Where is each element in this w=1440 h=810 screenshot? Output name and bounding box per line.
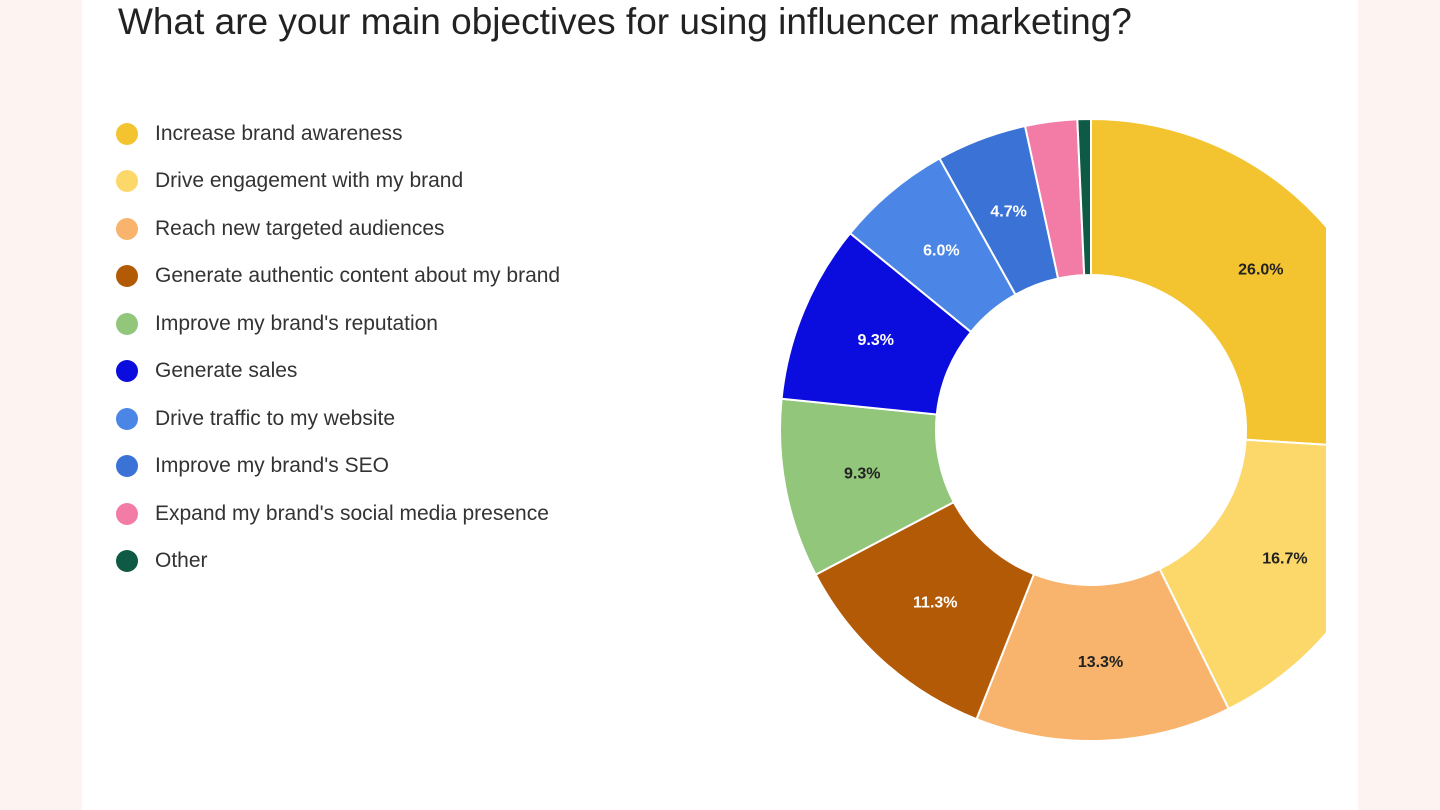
legend-label: Generate sales: [155, 359, 298, 383]
legend-item: Expand my brand's social media presence: [116, 490, 560, 538]
legend-swatch: [116, 407, 138, 430]
slice-data-label: 26.0%: [1238, 262, 1283, 279]
donut-chart-svg: 26.0% 16.7% 13.3% 11.3% 9.3% 9.3% 6.0% 4.7%: [779, 117, 1326, 742]
slice-data-label: 13.3%: [1078, 654, 1123, 671]
legend-item: Other: [116, 538, 560, 586]
legend-label: Improve my brand's reputation: [155, 311, 438, 335]
slice-data-label: 16.7%: [1262, 550, 1307, 567]
legend-item: Generate sales: [116, 348, 560, 396]
slice-data-label: 9.3%: [844, 466, 880, 483]
legend-item: Generate authentic content about my bran…: [116, 253, 560, 301]
chart-title: What are your main objectives for using …: [118, 1, 1132, 42]
slice-data-label: 11.3%: [913, 595, 957, 612]
legend-item: Drive engagement with my brand: [116, 158, 560, 206]
legend-item: Improve my brand's reputation: [116, 300, 560, 348]
legend-swatch: [116, 455, 138, 478]
slice-data-label: 6.0%: [923, 243, 959, 260]
legend-swatch: [116, 502, 138, 525]
slice-data-label: 4.7%: [990, 203, 1026, 220]
donut-slice: [975, 567, 1231, 742]
donut-slice: [814, 500, 1036, 721]
slice-data-label: 9.3%: [858, 332, 894, 349]
legend-swatch: [116, 312, 138, 335]
donut-slice: [1090, 117, 1326, 446]
legend-swatch: [116, 122, 138, 145]
legend-label: Drive traffic to my website: [155, 406, 396, 430]
legend-label: Expand my brand's social media presence: [155, 501, 549, 525]
legend-label: Generate authentic content about my bran…: [155, 264, 561, 288]
legend-item: Improve my brand's SEO: [116, 443, 560, 491]
legend-label: Reach new targeted audiences: [155, 216, 445, 240]
legend-swatch: [116, 217, 138, 240]
legend-item: Increase brand awareness: [116, 110, 560, 158]
donut-slice: [1076, 117, 1092, 277]
legend-swatch: [116, 360, 138, 383]
legend-swatch: [116, 265, 138, 288]
donut-chart: 26.0% 16.7% 13.3% 11.3% 9.3% 9.3% 6.0% 4.7%: [686, 110, 1326, 750]
legend: Increase brand awareness Drive engagement…: [116, 110, 560, 585]
legend-label: Drive engagement with my brand: [155, 169, 464, 193]
chart-card: What are your main objectives for using …: [82, 0, 1358, 810]
legend-label: Other: [155, 549, 208, 573]
legend-item: Reach new targeted audiences: [116, 205, 560, 253]
legend-swatch: [116, 170, 138, 193]
legend-swatch: [116, 550, 138, 573]
legend-label: Improve my brand's SEO: [155, 454, 389, 478]
donut-slice: [1158, 438, 1326, 711]
legend-item: Drive traffic to my website: [116, 395, 560, 443]
legend-label: Increase brand awareness: [155, 121, 403, 145]
